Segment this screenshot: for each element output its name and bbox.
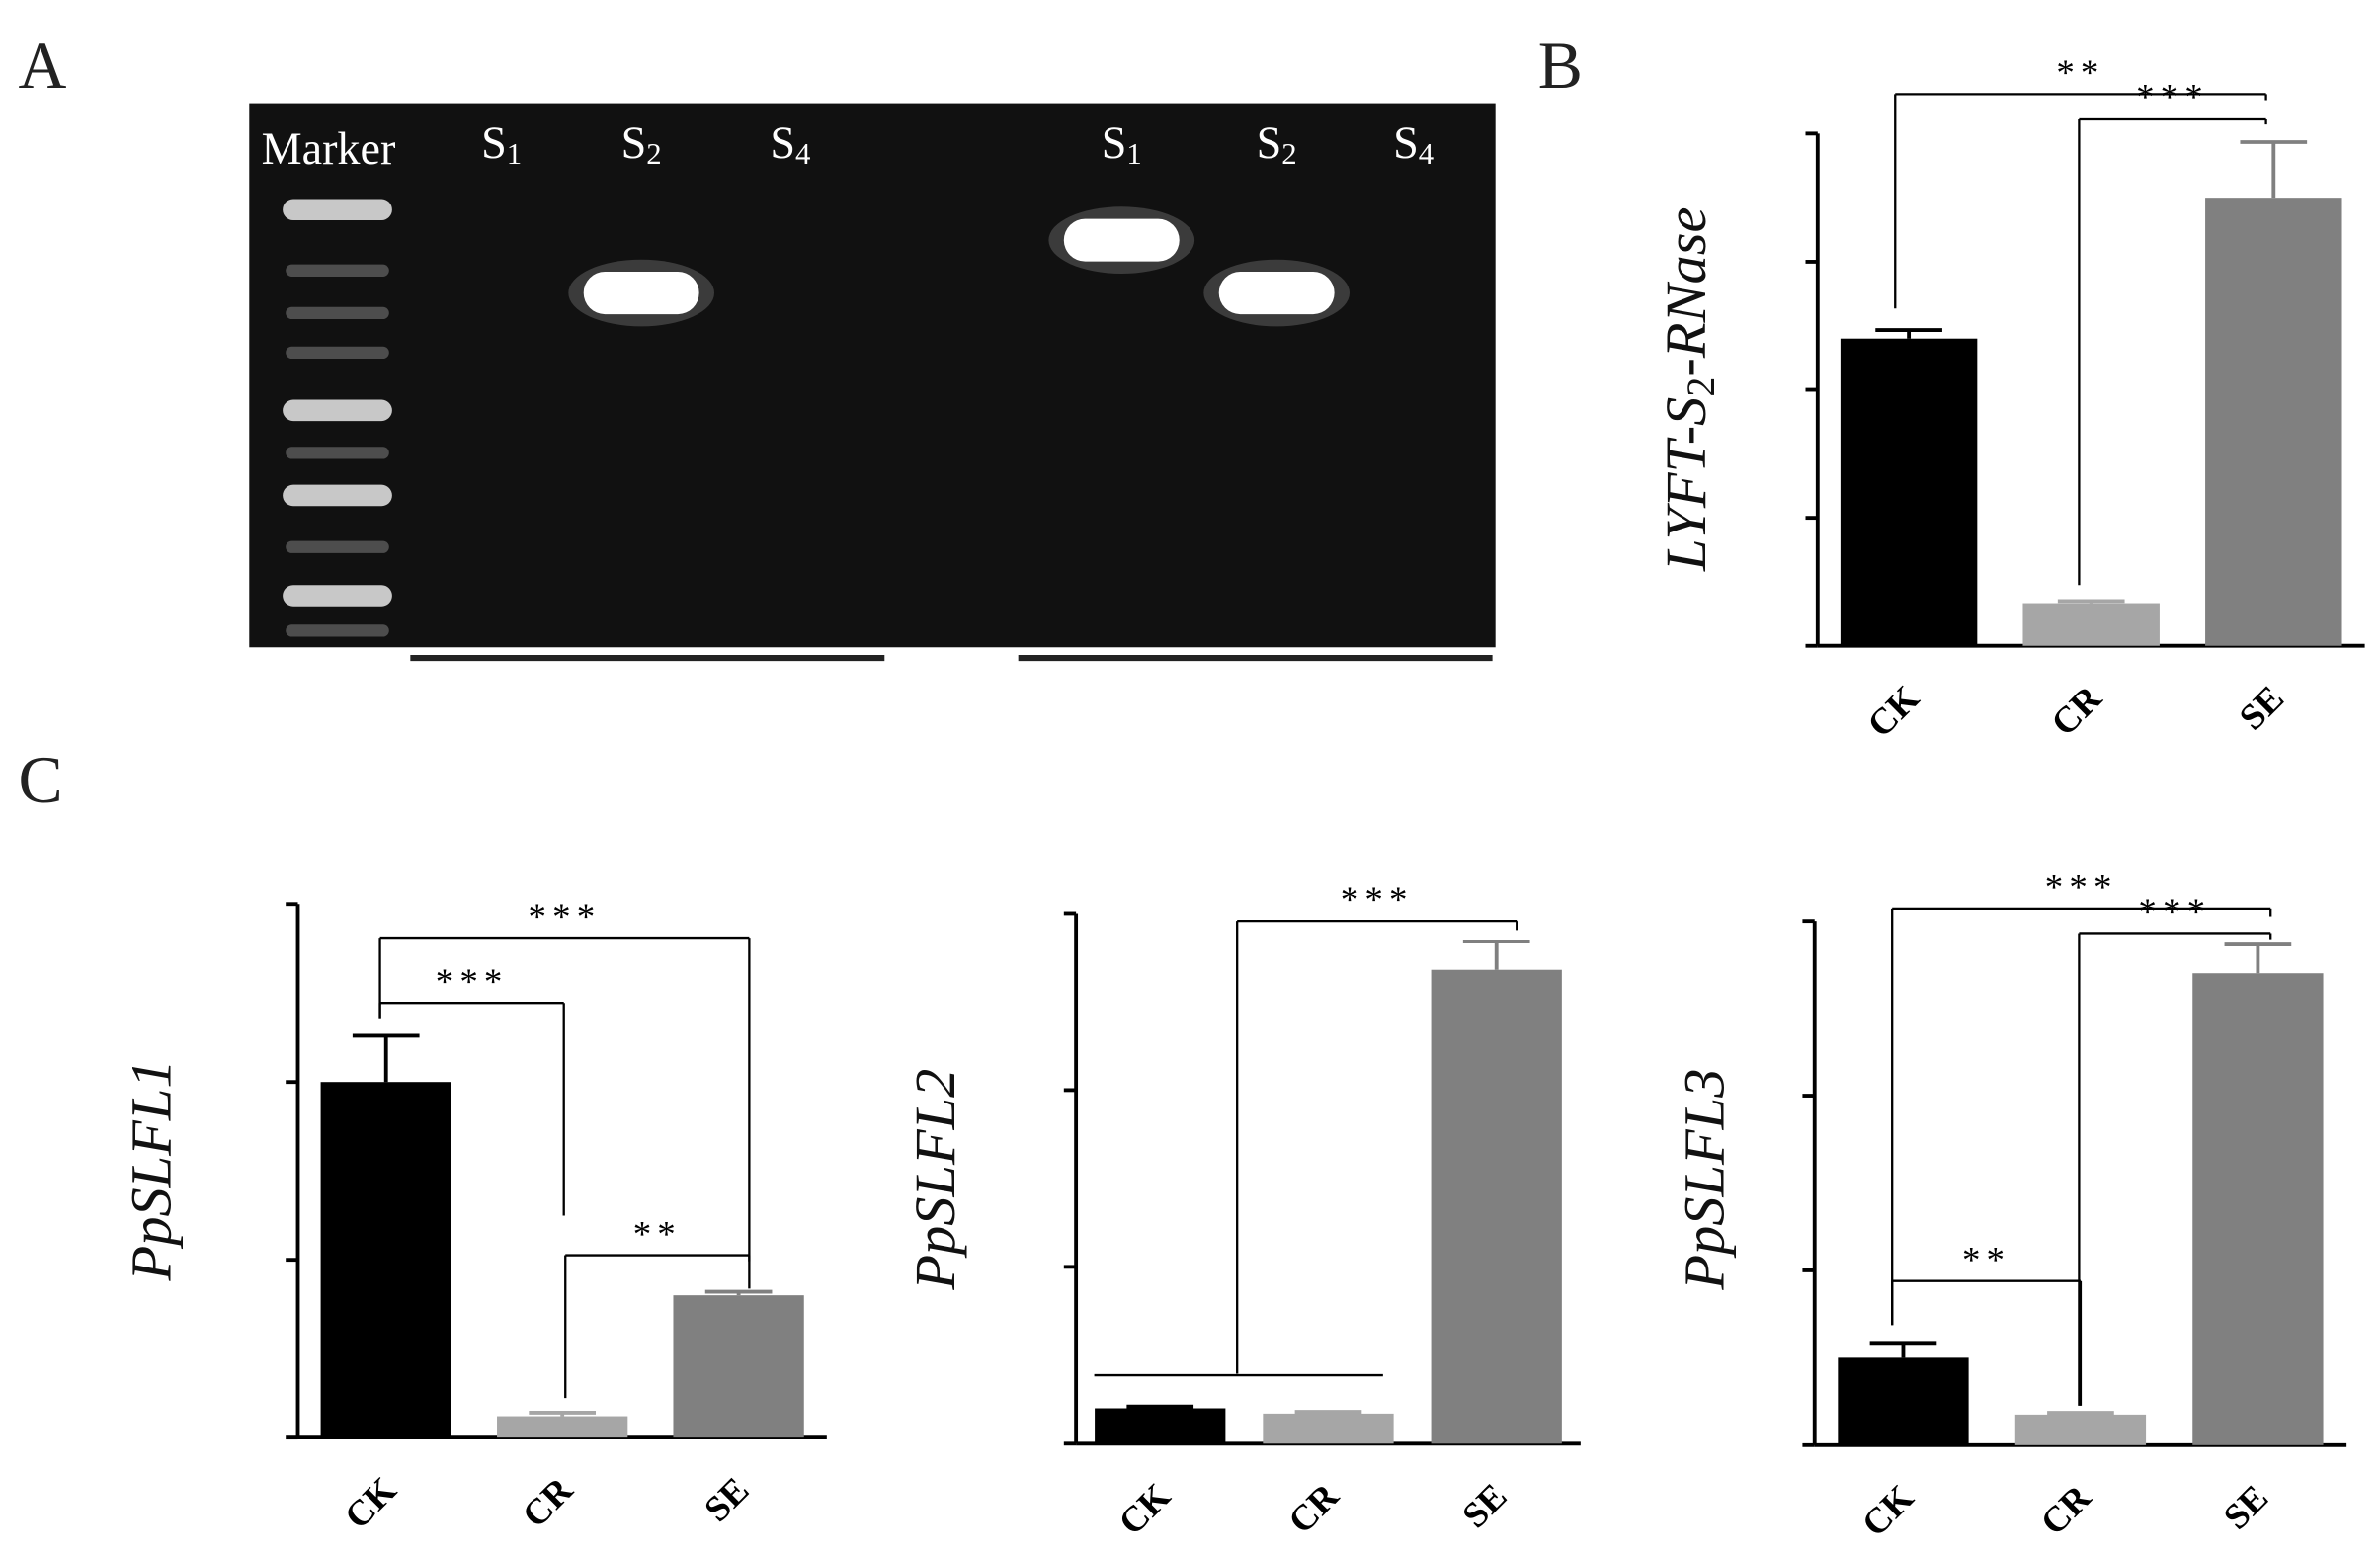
gel-background bbox=[249, 103, 1496, 648]
gel-lane-label: S1 bbox=[1102, 118, 1142, 171]
panel-letter-b: B bbox=[1538, 29, 1583, 103]
panel-letter-a: A bbox=[18, 29, 66, 103]
x-tick-label: SE bbox=[2215, 1477, 2275, 1537]
gel-marker-band bbox=[283, 585, 392, 607]
y-axis-label: PpSLFL3 bbox=[1672, 1069, 1736, 1291]
gene-name-subscript: 2 bbox=[1679, 377, 1723, 397]
gel-lane-label: S1 bbox=[481, 118, 522, 171]
y-axis-label-gene: PpSLFL3 bbox=[1672, 1069, 1736, 1291]
gel-lane-label-main: S bbox=[1393, 118, 1419, 168]
gel-band bbox=[1063, 218, 1180, 262]
gel-marker-faint-band bbox=[286, 346, 389, 360]
chart-c3: CK CR SE********PpSLFL3 bbox=[1672, 867, 2347, 1544]
gel-lane-label: S2 bbox=[1257, 118, 1297, 171]
x-tick-label: CK bbox=[1853, 1477, 1921, 1544]
gene-name-suffix: -RNase bbox=[1654, 207, 1718, 377]
bar-cr bbox=[2022, 603, 2160, 646]
gel-marker-band bbox=[283, 199, 392, 221]
significance-label: ** bbox=[633, 1213, 682, 1254]
y-axis-label-gene: PpSLFL1 bbox=[119, 1059, 183, 1281]
significance-label: *** bbox=[436, 961, 509, 1002]
x-tick-label: CR bbox=[1280, 1475, 1347, 1541]
significance-label: *** bbox=[1341, 879, 1414, 920]
x-tick-label: CK bbox=[337, 1469, 404, 1536]
significance-label: *** bbox=[2045, 867, 2118, 908]
x-tick-label: SE bbox=[697, 1469, 757, 1529]
y-axis-label: PpSLFL1 bbox=[119, 1059, 183, 1281]
gene-name-part: PpSLFL1 bbox=[119, 1059, 183, 1281]
bar-cr bbox=[1263, 1413, 1394, 1444]
x-tick-label: CR bbox=[514, 1469, 580, 1535]
bar-se bbox=[2205, 198, 2342, 646]
gel-panel: Marker S1 S2 S4 S1 S2 S4 bbox=[249, 103, 1496, 662]
gel-band bbox=[583, 272, 699, 315]
gel-lane-label-main: S bbox=[621, 118, 647, 168]
bar-se bbox=[2192, 973, 2324, 1445]
gene-name-part: PpSLFL2 bbox=[903, 1069, 967, 1291]
gel-marker-faint-band bbox=[286, 540, 389, 553]
gel-lane-label-main: S bbox=[770, 118, 795, 168]
significance-label: ** bbox=[2056, 52, 2104, 93]
significance-label: *** bbox=[2136, 77, 2209, 118]
bar-se bbox=[1431, 969, 1562, 1444]
x-tick-label: SE bbox=[2231, 678, 2291, 738]
gel-lane-label: S4 bbox=[1393, 118, 1434, 171]
bar-cr bbox=[497, 1416, 628, 1438]
gel-marker-faint-band bbox=[286, 624, 389, 637]
bar-cr bbox=[2014, 1414, 2147, 1445]
x-tick-label: CR bbox=[2032, 1477, 2098, 1543]
gel-lane-label-sub: 4 bbox=[1419, 137, 1434, 171]
gel-lane-label-main: S bbox=[1257, 118, 1282, 168]
x-tick-label: CR bbox=[2043, 678, 2109, 744]
gel-marker-label: Marker bbox=[262, 123, 396, 174]
gel-marker-band bbox=[283, 484, 392, 507]
panel-letter-c: C bbox=[18, 743, 62, 817]
gene-name-part: PpSLFL3 bbox=[1672, 1069, 1736, 1291]
significance-label: ** bbox=[1962, 1239, 2011, 1279]
x-tick-label: SE bbox=[1454, 1475, 1515, 1535]
y-axis-label: PpSLFL2 bbox=[903, 1069, 967, 1291]
gene-name-part: LYFT-S bbox=[1654, 397, 1718, 572]
x-tick-label: CK bbox=[1859, 678, 1927, 745]
bar-ck bbox=[320, 1082, 451, 1438]
y-axis-label: LYFT-S2-RNase bbox=[1654, 207, 1723, 572]
gel-lane-label-sub: 2 bbox=[646, 137, 661, 171]
bar-se bbox=[673, 1295, 804, 1438]
gel-marker-faint-band bbox=[286, 306, 389, 320]
gel-lane-label-sub: 1 bbox=[1126, 137, 1141, 171]
gel-lane-label-sub: 2 bbox=[1281, 137, 1296, 171]
chart-c2: CK CR SE *** PpSLFL2 bbox=[903, 879, 1581, 1542]
gel-lane-label-sub: 1 bbox=[507, 137, 522, 171]
x-tick-label: CK bbox=[1110, 1475, 1178, 1542]
gel-marker-faint-band bbox=[286, 264, 389, 277]
gel-marker-band bbox=[283, 399, 392, 422]
y-axis-label-gene: PpSLFL2 bbox=[903, 1069, 967, 1291]
gel-lane-label-main: S bbox=[481, 118, 507, 168]
bar-ck bbox=[1095, 1408, 1226, 1444]
bar-ck bbox=[1838, 1357, 1969, 1445]
significance-label: *** bbox=[529, 896, 602, 937]
chart-b: CK CR SE*****LYFT-S2-RNase bbox=[1654, 52, 2365, 745]
chart-c1: CK CR SE********PpSLFL1 bbox=[119, 896, 827, 1536]
bar-ck bbox=[1840, 338, 1978, 646]
gel-marker-faint-band bbox=[286, 447, 389, 459]
gel-lane-label-sub: 4 bbox=[795, 137, 810, 171]
significance-label: *** bbox=[2138, 891, 2211, 932]
y-axis-label-gene: LYFT-S2-RNase bbox=[1654, 207, 1723, 572]
gel-lane-label: S2 bbox=[621, 118, 662, 171]
gel-band bbox=[1218, 272, 1335, 315]
gel-lane-label: S4 bbox=[770, 118, 810, 171]
gel-lane-label-main: S bbox=[1102, 118, 1127, 168]
